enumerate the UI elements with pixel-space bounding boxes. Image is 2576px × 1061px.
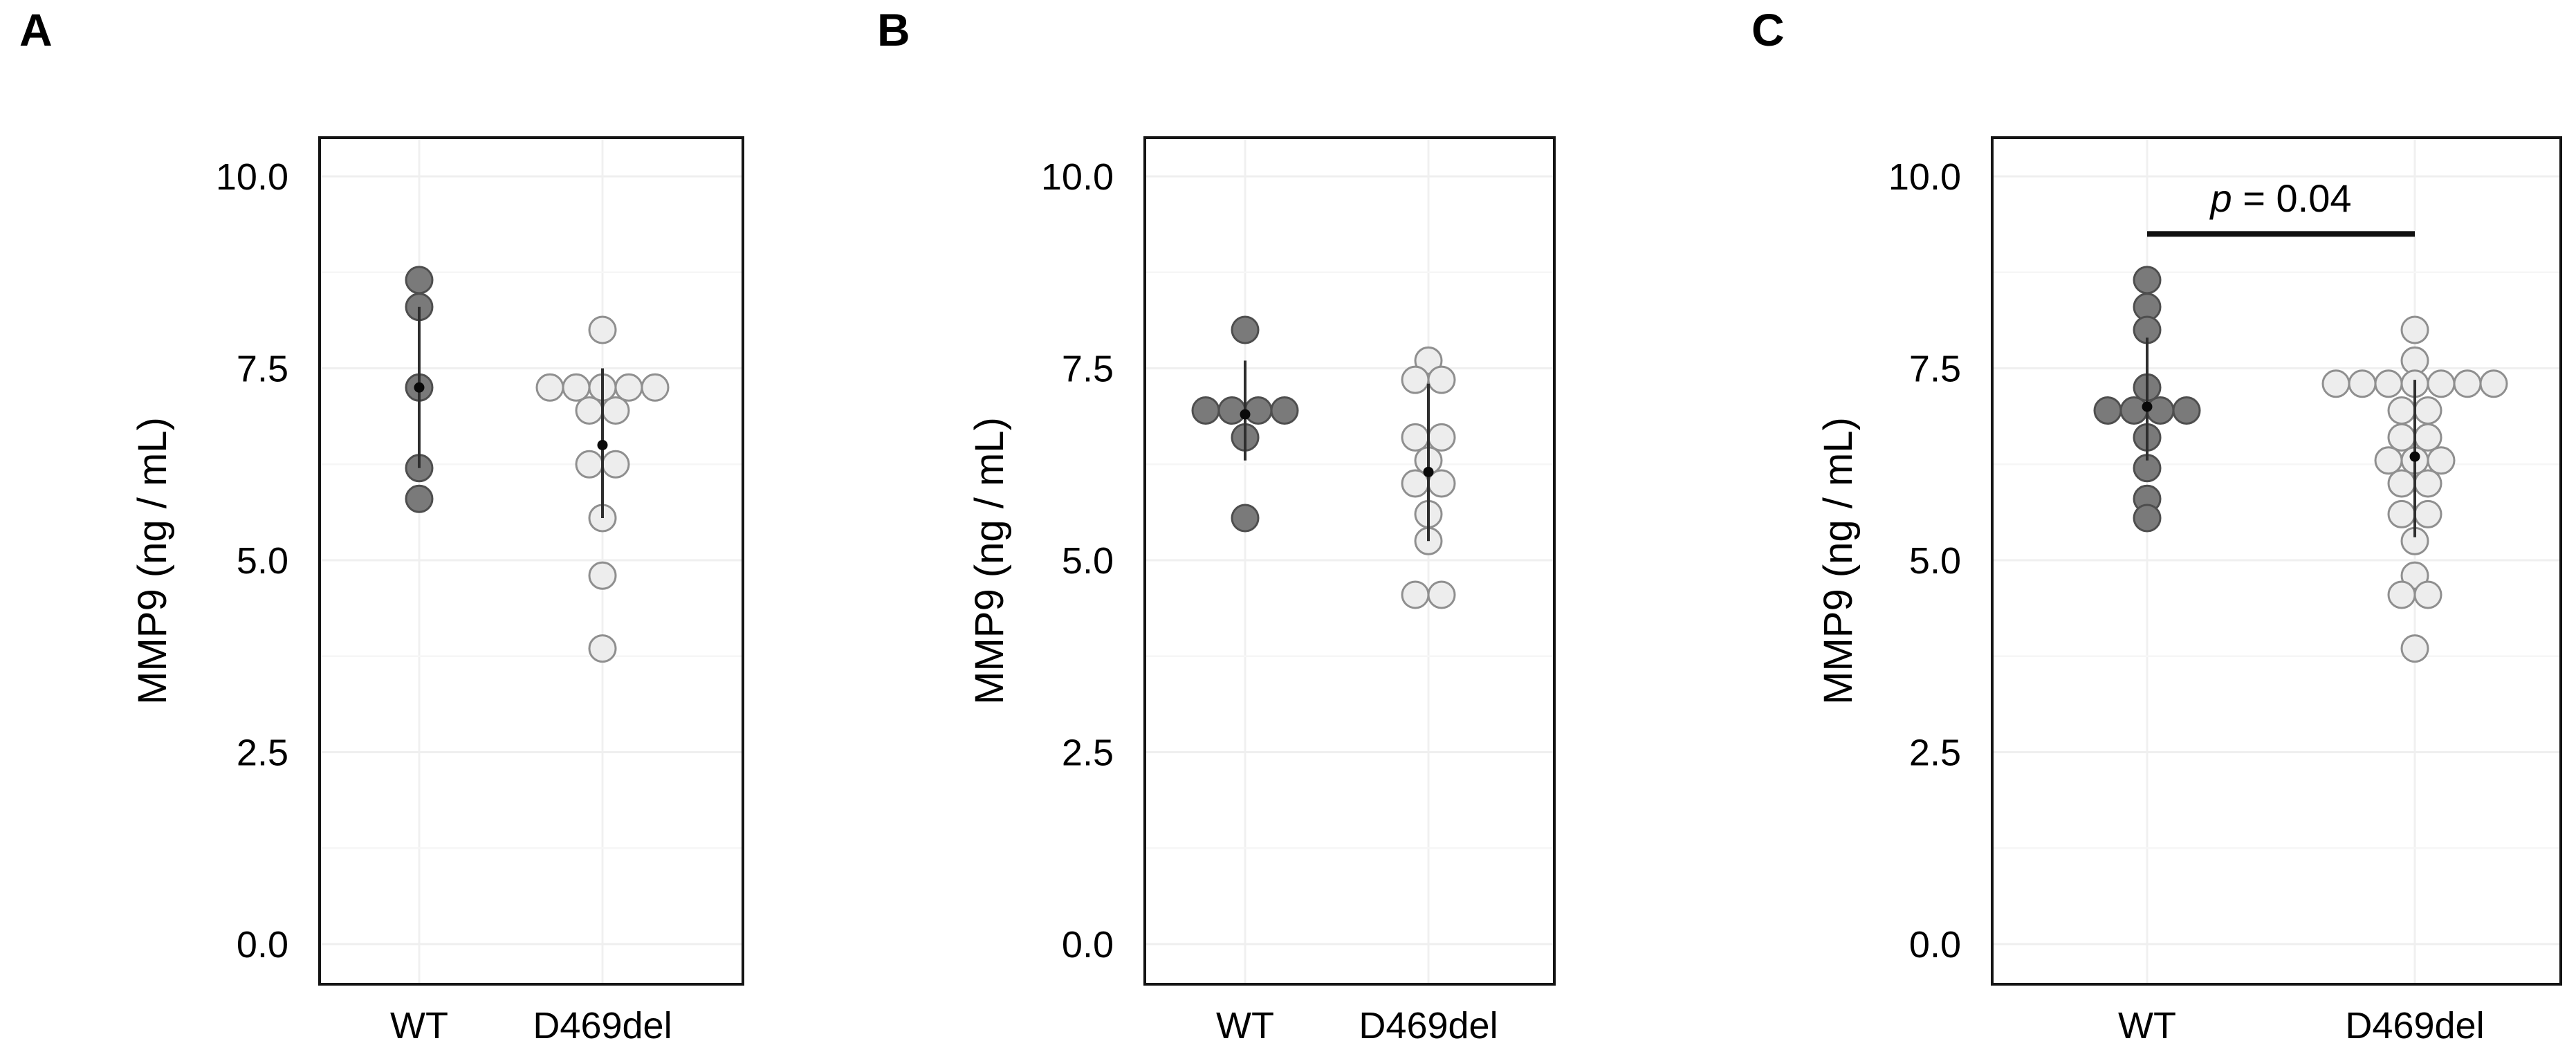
y-tick-label: 5.0 bbox=[1062, 540, 1114, 582]
data-point-wt bbox=[2133, 504, 2162, 533]
data-point-wt bbox=[1231, 315, 1260, 344]
data-point-d469del bbox=[2387, 499, 2416, 528]
y-tick-label: 7.5 bbox=[1909, 349, 1961, 390]
data-point-d469del bbox=[2427, 446, 2456, 475]
data-point-d469del bbox=[1427, 423, 1456, 452]
data-point-wt bbox=[2093, 396, 2122, 425]
data-point-d469del bbox=[535, 373, 564, 402]
data-point-d469del bbox=[588, 561, 617, 590]
data-point-d469del bbox=[1414, 346, 1443, 375]
panel-label: B bbox=[877, 4, 910, 55]
significance-label: p = 0.04 bbox=[2209, 176, 2352, 220]
data-point-wt bbox=[2119, 396, 2149, 425]
data-point-d469del bbox=[2348, 369, 2377, 398]
data-point-d469del bbox=[2374, 369, 2403, 398]
data-point-d469del bbox=[588, 634, 617, 663]
y-tick-label: 2.5 bbox=[1062, 732, 1114, 774]
x-category-label: D469del bbox=[1359, 1005, 1498, 1046]
x-category-label: D469del bbox=[533, 1005, 672, 1046]
data-point-d469del bbox=[2413, 396, 2442, 425]
data-point-wt bbox=[1231, 504, 1260, 533]
data-point-d469del bbox=[575, 450, 604, 479]
data-point-wt bbox=[1244, 396, 1273, 425]
data-point-d469del bbox=[2427, 369, 2456, 398]
data-point-d469del bbox=[2400, 634, 2429, 663]
y-tick-label: 0.0 bbox=[1909, 924, 1961, 966]
y-tick-label: 10.0 bbox=[216, 156, 288, 198]
y-tick-label: 0.0 bbox=[237, 924, 288, 966]
data-point-wt bbox=[2133, 266, 2162, 295]
y-tick-label: 7.5 bbox=[237, 349, 288, 390]
data-point-d469del bbox=[2374, 446, 2403, 475]
mean-marker-wt bbox=[1240, 409, 1251, 420]
panel-c: p = 0.04 10.0 7.5 5.0 2.5 0.0 MMP9 (ng / mL) WT… bbox=[1751, 4, 2562, 1046]
y-tick-label: 7.5 bbox=[1062, 349, 1114, 390]
data-point-d469del bbox=[2387, 580, 2416, 609]
data-point-d469del bbox=[588, 315, 617, 344]
y-tick-label: 2.5 bbox=[1909, 732, 1961, 774]
y-axis-title: MMP9 (ng / mL) bbox=[130, 417, 175, 705]
mean-marker-d469del bbox=[597, 440, 608, 450]
plot-box bbox=[318, 136, 744, 986]
data-point-d469del bbox=[1401, 365, 1430, 394]
plot-box bbox=[1991, 136, 2562, 986]
data-point-d469del bbox=[2387, 396, 2416, 425]
data-point-d469del bbox=[601, 396, 630, 425]
panel-b: 10.0 7.5 5.0 2.5 0.0 MMP9 (ng / mL) WT D469del B bbox=[877, 4, 1556, 1046]
data-point-d469del bbox=[1427, 365, 1456, 394]
data-point-d469del bbox=[641, 373, 670, 402]
data-point-wt bbox=[1270, 396, 1299, 425]
data-point-d469del bbox=[575, 396, 604, 425]
data-point-d469del bbox=[1401, 423, 1430, 452]
y-tick-label: 2.5 bbox=[237, 732, 288, 774]
y-axis-title: MMP9 (ng / mL) bbox=[1816, 417, 1861, 705]
y-tick-label: 5.0 bbox=[1909, 540, 1961, 582]
data-point-wt bbox=[405, 266, 434, 295]
data-point-wt bbox=[2146, 396, 2175, 425]
mean-marker-wt bbox=[414, 382, 425, 393]
data-point-d469del bbox=[2387, 423, 2416, 452]
mean-marker-d469del bbox=[1423, 466, 1434, 477]
y-axis-title: MMP9 (ng / mL) bbox=[967, 417, 1012, 705]
data-point-d469del bbox=[2413, 499, 2442, 528]
data-point-d469del bbox=[2400, 561, 2429, 590]
panel-a: 10.0 7.5 5.0 2.5 0.0 MMP9 (ng / mL) WT D469del A bbox=[19, 4, 744, 1046]
x-category-label: WT bbox=[390, 1005, 448, 1046]
x-category-label: D469del bbox=[2345, 1005, 2484, 1046]
data-point-d469del bbox=[601, 450, 630, 479]
plot-box bbox=[1143, 136, 1556, 986]
panel-label: C bbox=[1751, 4, 1785, 55]
data-point-d469del bbox=[2400, 315, 2429, 344]
data-point-d469del bbox=[2413, 469, 2442, 498]
mean-marker-d469del bbox=[2409, 451, 2420, 462]
data-point-wt bbox=[1191, 396, 1220, 425]
data-point-d469del bbox=[1427, 580, 1456, 609]
data-point-d469del bbox=[1401, 580, 1430, 609]
mean-marker-wt bbox=[2142, 401, 2153, 412]
y-tick-label: 10.0 bbox=[1041, 156, 1114, 198]
data-point-d469del bbox=[2413, 580, 2442, 609]
data-point-d469del bbox=[2387, 469, 2416, 498]
y-tick-label: 0.0 bbox=[1062, 924, 1114, 966]
data-point-d469del bbox=[2413, 423, 2442, 452]
x-category-label: WT bbox=[2118, 1005, 2176, 1046]
x-category-label: WT bbox=[1216, 1005, 1274, 1046]
data-point-d469del bbox=[2479, 369, 2508, 398]
data-point-wt bbox=[1217, 396, 1246, 425]
data-point-d469del bbox=[2321, 369, 2350, 398]
data-point-wt bbox=[2172, 396, 2201, 425]
data-point-d469del bbox=[2453, 369, 2482, 398]
y-tick-label: 10.0 bbox=[1888, 156, 1961, 198]
panel-label: A bbox=[19, 4, 53, 55]
data-point-d469del bbox=[614, 373, 643, 402]
y-tick-label: 5.0 bbox=[237, 540, 288, 582]
data-point-d469del bbox=[562, 373, 591, 402]
data-point-wt bbox=[405, 484, 434, 513]
